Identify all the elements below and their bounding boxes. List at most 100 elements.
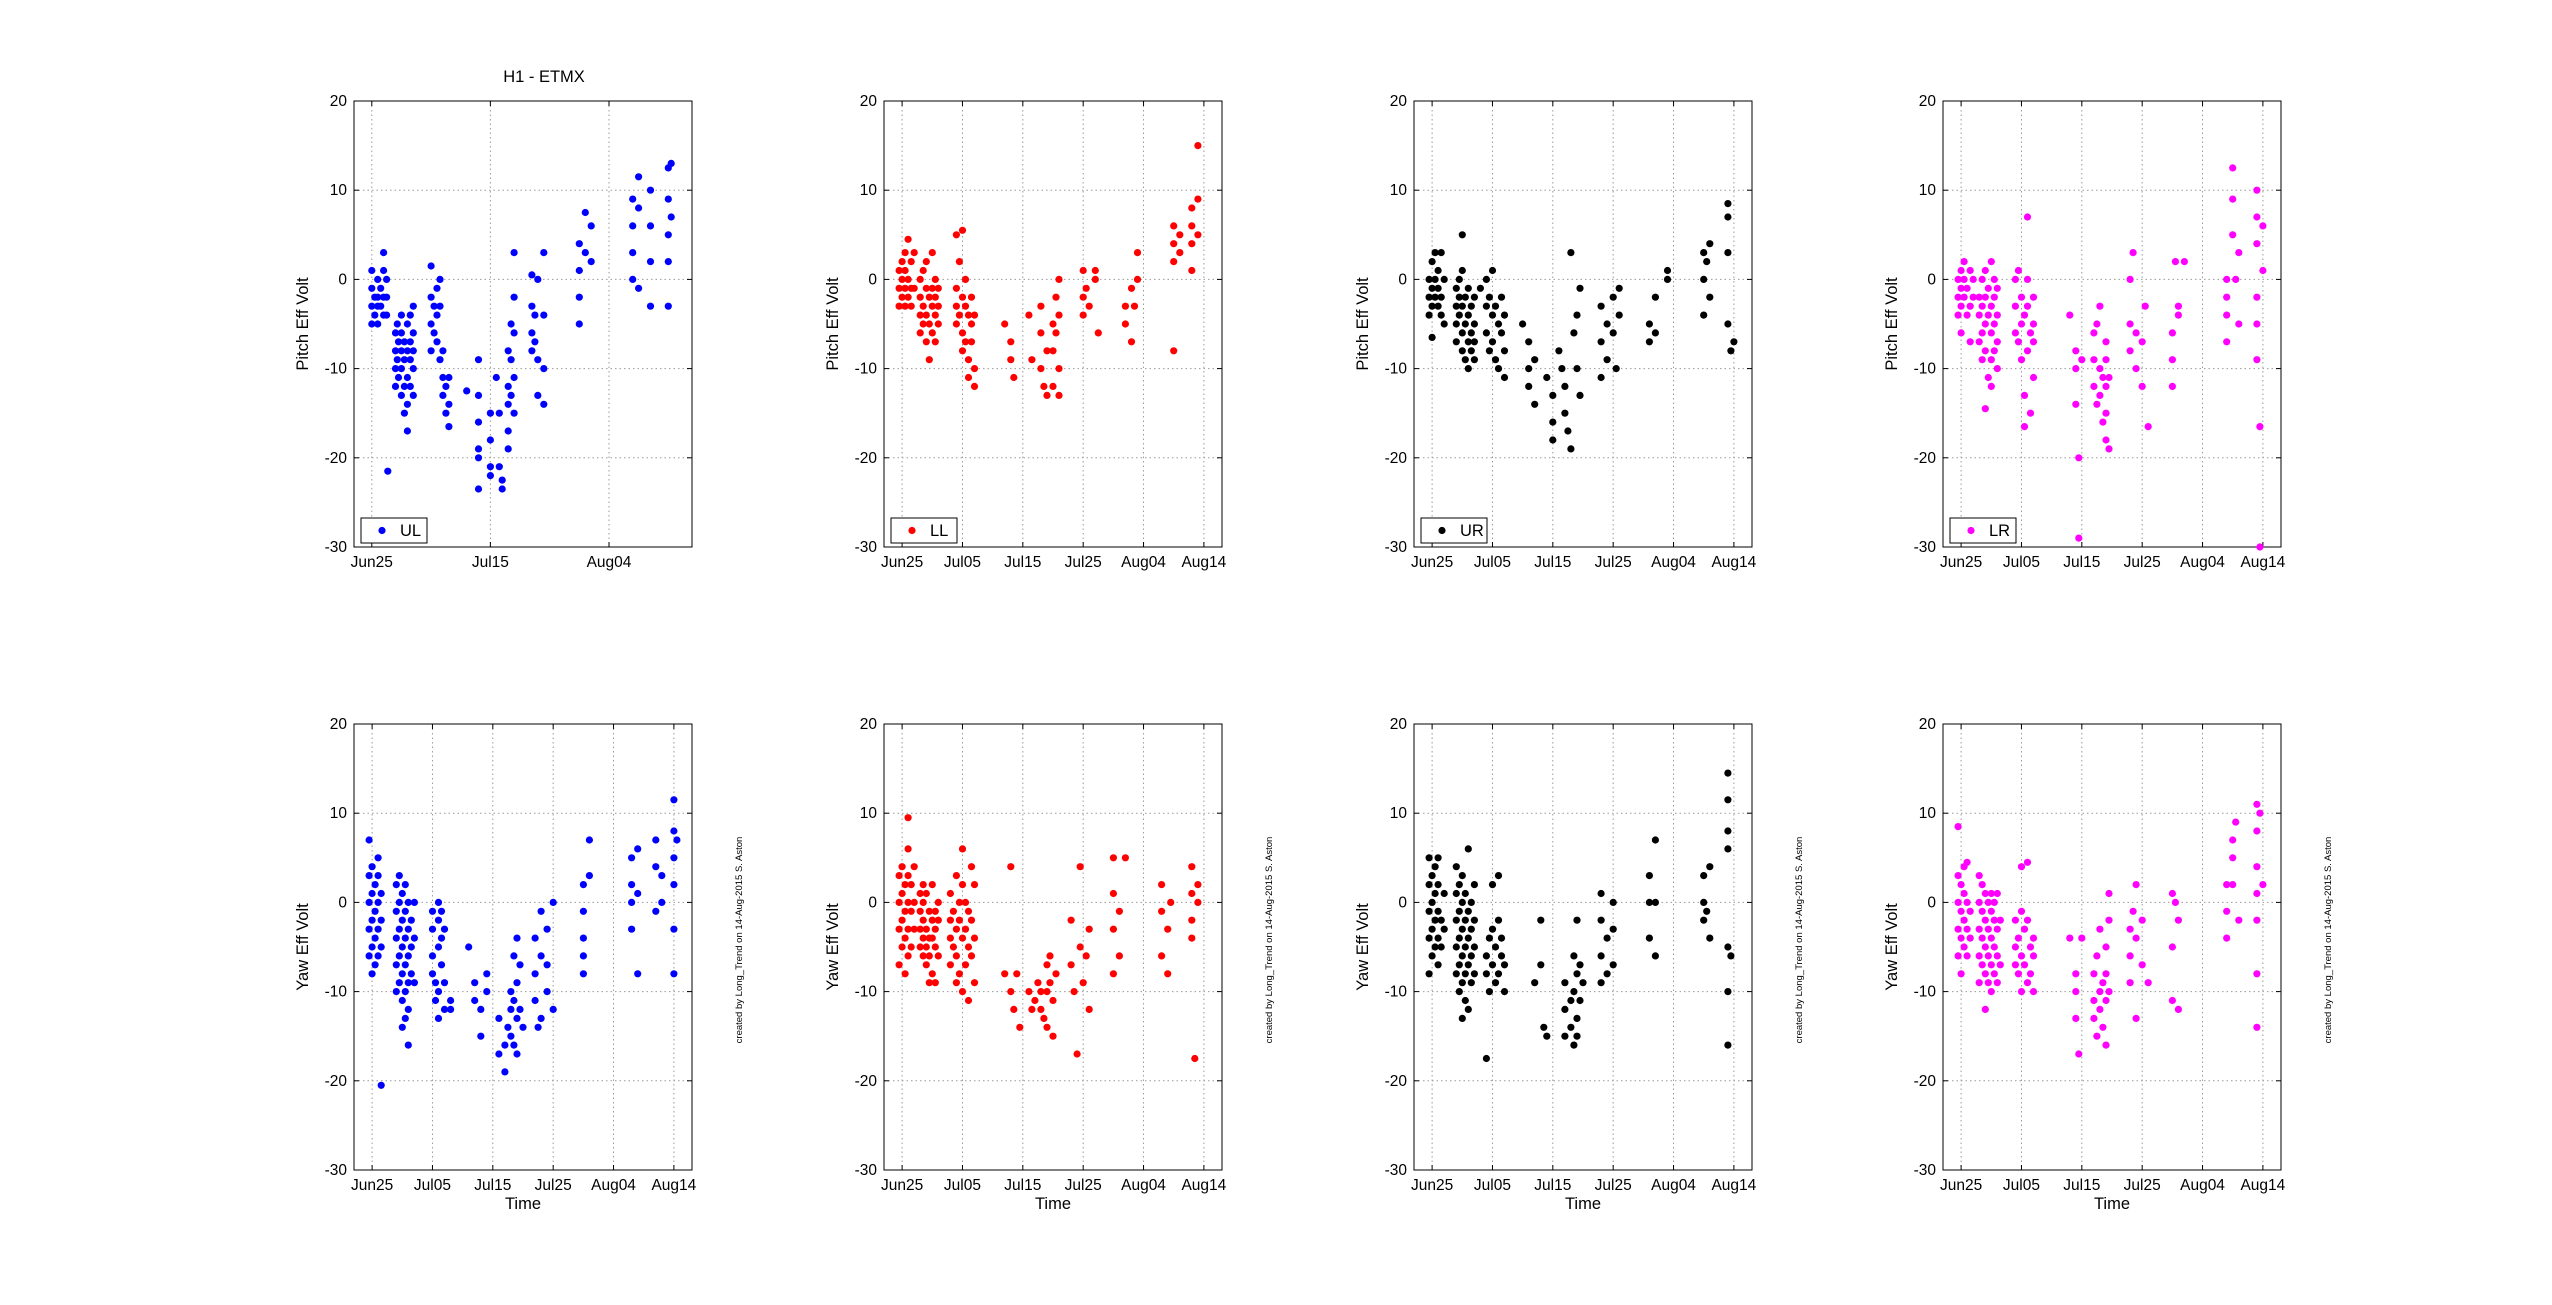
data-point — [1458, 979, 1466, 987]
data-point — [895, 872, 903, 880]
data-point — [2232, 818, 2240, 826]
data-point — [395, 925, 403, 933]
data-point — [534, 356, 542, 364]
data-point — [1437, 293, 1445, 301]
data-point — [2093, 320, 2101, 328]
data-point — [1555, 347, 1563, 355]
data-point — [904, 845, 912, 853]
data-point — [528, 271, 536, 279]
data-point — [898, 943, 906, 951]
data-point — [474, 418, 483, 426]
data-point — [1001, 320, 1009, 328]
data-point — [368, 943, 376, 951]
data-point — [439, 373, 447, 382]
data-point — [498, 476, 506, 484]
data-point — [2253, 827, 2261, 835]
data-point — [1500, 311, 1509, 319]
data-point — [447, 996, 455, 1005]
data-point — [1700, 872, 1708, 880]
data-point — [1549, 418, 1557, 426]
x-tick-label: Aug04 — [1121, 1177, 1166, 1194]
data-point — [1981, 1005, 1989, 1014]
data-point — [1612, 365, 1620, 373]
data-point — [1455, 907, 1463, 915]
data-point — [967, 916, 976, 924]
data-point — [504, 347, 512, 355]
data-point — [629, 222, 637, 230]
data-point — [1579, 979, 1587, 987]
data-point — [2093, 1032, 2101, 1040]
data-point — [1488, 961, 1497, 969]
data-point — [498, 485, 506, 493]
y-tick-label: 0 — [1398, 271, 1407, 288]
data-point — [1121, 320, 1129, 328]
data-point — [1482, 970, 1490, 978]
data-point — [646, 222, 655, 230]
data-point — [406, 311, 414, 319]
data-point — [1570, 952, 1578, 960]
data-point — [2072, 347, 2080, 355]
data-point — [401, 961, 409, 969]
data-point — [2132, 934, 2140, 942]
data-point — [1984, 373, 1992, 382]
data-point — [2023, 916, 2032, 924]
data-point — [919, 302, 927, 310]
data-point — [1957, 302, 1965, 310]
data-point — [2020, 311, 2029, 319]
x-axis-label: Time — [1035, 1195, 1071, 1213]
data-point — [629, 195, 637, 203]
data-point — [1609, 898, 1617, 907]
y-tick-label: -10 — [855, 984, 878, 1001]
data-point — [1978, 275, 1986, 283]
data-point — [1458, 952, 1466, 960]
data-point — [397, 347, 405, 355]
data-point — [2129, 249, 2137, 257]
x-tick-label: Jul05 — [2003, 554, 2040, 571]
data-point — [922, 338, 930, 346]
data-point — [1597, 373, 1605, 382]
data-point — [2105, 889, 2113, 898]
y-tick-label: -30 — [855, 539, 878, 556]
data-point — [1461, 356, 1469, 364]
data-point — [1055, 311, 1063, 319]
data-point — [406, 356, 414, 364]
data-point — [501, 1068, 509, 1076]
data-point — [395, 872, 403, 880]
x-axis-label: Time — [2094, 1195, 2130, 1213]
data-point — [483, 970, 491, 978]
data-point — [1700, 898, 1708, 907]
data-point — [1537, 916, 1545, 924]
data-point — [958, 226, 967, 234]
data-point — [486, 409, 494, 417]
data-point — [2066, 311, 2074, 319]
data-point — [403, 320, 411, 328]
data-point — [1067, 961, 1075, 969]
data-point — [585, 836, 594, 844]
data-point — [1158, 952, 1166, 960]
data-point — [904, 235, 912, 243]
data-point — [635, 204, 643, 212]
data-point — [1437, 249, 1445, 257]
data-point — [1724, 796, 1732, 804]
data-point — [1724, 845, 1732, 853]
data-point — [949, 943, 958, 951]
data-point — [2029, 952, 2038, 960]
data-point — [1978, 907, 1986, 915]
data-point — [575, 240, 583, 248]
data-point — [447, 1005, 455, 1014]
data-point — [1043, 988, 1051, 996]
data-point — [2171, 258, 2179, 266]
data-point — [430, 329, 438, 337]
data-point — [510, 409, 518, 417]
data-point — [1452, 943, 1460, 951]
data-point — [1013, 970, 1021, 978]
data-point — [1115, 952, 1123, 960]
data-point — [428, 907, 437, 915]
data-point — [1954, 952, 1962, 960]
data-point — [1079, 266, 1087, 275]
data-point — [540, 311, 548, 319]
data-point — [427, 293, 435, 301]
data-point — [463, 387, 471, 395]
data-point — [634, 970, 642, 978]
data-point — [1724, 320, 1732, 328]
